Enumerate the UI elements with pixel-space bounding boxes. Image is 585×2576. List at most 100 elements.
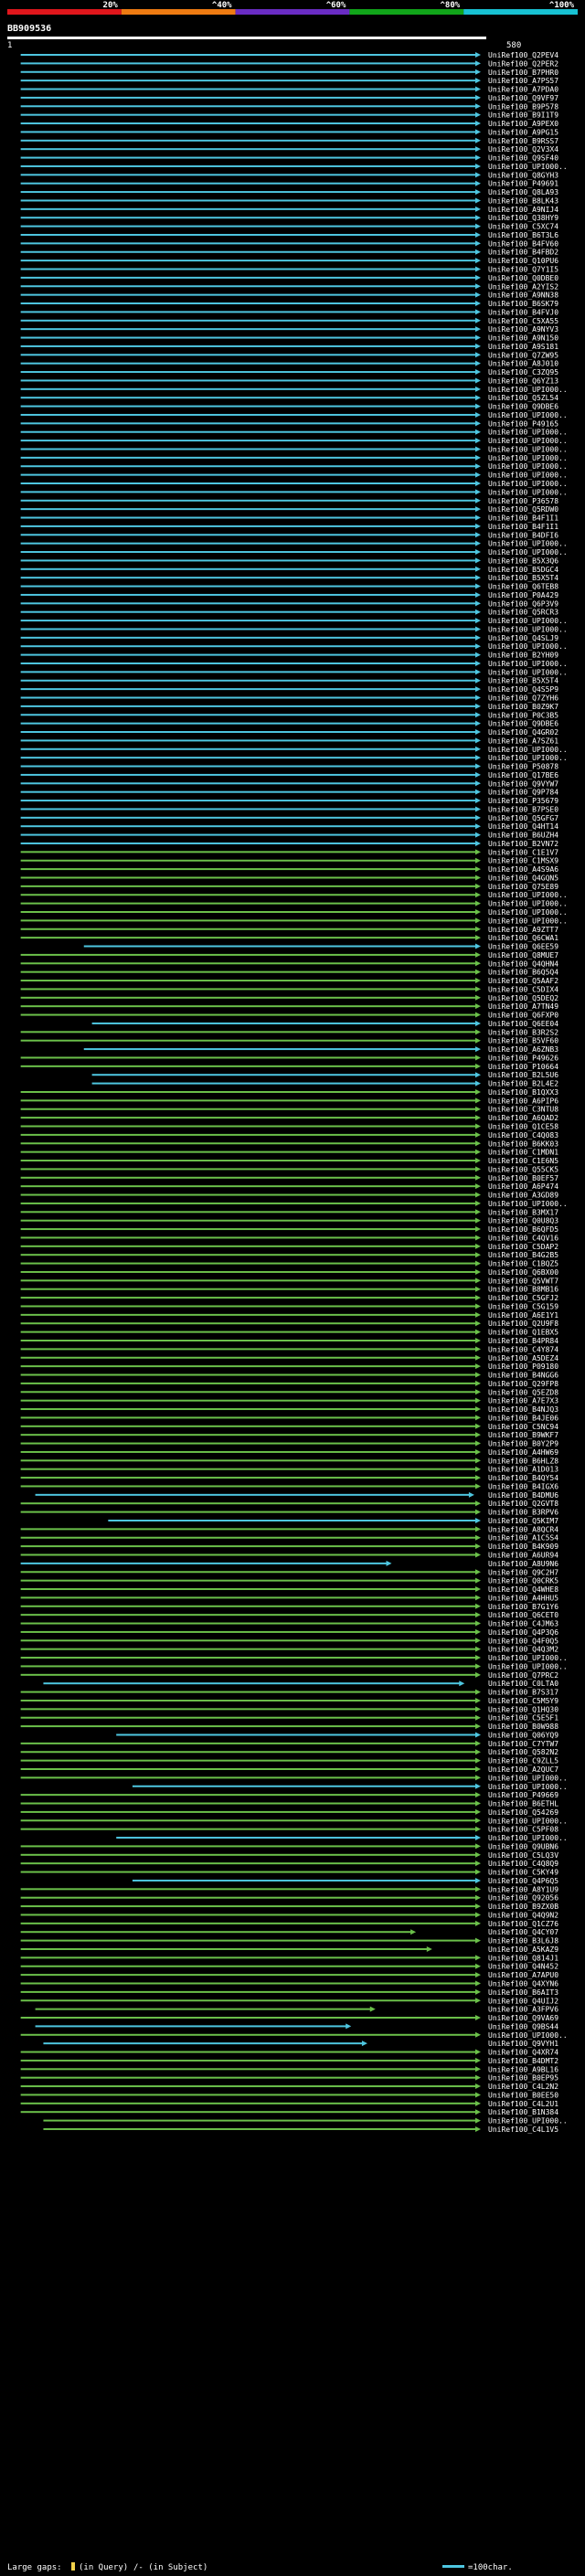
hit-label[interactable]: UniRef100_UPI000.. — [488, 548, 568, 557]
hit-label[interactable]: UniRef100_Q2PER2 — [488, 59, 558, 68]
hit-label[interactable]: UniRef100_UPI000.. — [488, 1200, 568, 1208]
hit-label[interactable]: UniRef100_B0EF57 — [488, 1174, 558, 1182]
hit-label[interactable]: UniRef100_A6PIP6 — [488, 1097, 558, 1105]
hit-label[interactable]: UniRef100_UPI000.. — [488, 386, 568, 394]
hit-label[interactable]: UniRef100_A2YIS2 — [488, 282, 558, 291]
hit-label[interactable]: UniRef100_Q2V3X4 — [488, 145, 558, 154]
hit-label[interactable]: UniRef100_C1MDN1 — [488, 1149, 558, 1157]
hit-label[interactable]: UniRef100_Q2PEV4 — [488, 51, 558, 59]
hit-label[interactable]: UniRef100_P09180 — [488, 1362, 558, 1371]
hit-label[interactable]: UniRef100_UPI000.. — [488, 617, 568, 625]
hit-label[interactable]: UniRef100_Q5EZD8 — [488, 1388, 558, 1396]
hit-label[interactable]: UniRef100_C3NTU8 — [488, 1106, 558, 1114]
hit-label[interactable]: UniRef100_Q6YZ13 — [488, 376, 558, 385]
hit-label[interactable]: UniRef100_Q7PRC2 — [488, 1671, 558, 1680]
hit-label[interactable]: UniRef100_B2L4E2 — [488, 1080, 558, 1088]
hit-label[interactable]: UniRef100_A8J010 — [488, 360, 558, 368]
hit-label[interactable]: UniRef100_UPI000.. — [488, 754, 568, 762]
hit-label[interactable]: UniRef100_B8LK43 — [488, 196, 558, 205]
hit-label[interactable]: UniRef100_UPI000.. — [488, 900, 568, 908]
hit-label[interactable]: UniRef100_Q9VF97 — [488, 94, 558, 102]
hit-label[interactable]: UniRef100_B4NGG6 — [488, 1372, 558, 1380]
hit-label[interactable]: UniRef100_C4JM63 — [488, 1620, 558, 1628]
hit-label[interactable]: UniRef100_Q814J1 — [488, 1954, 558, 1962]
hit-label[interactable]: UniRef100_C9ZLL5 — [488, 1757, 558, 1765]
hit-label[interactable]: UniRef100_B4QY54 — [488, 1474, 558, 1482]
hit-label[interactable]: UniRef100_Q29FP8 — [488, 1380, 558, 1388]
hit-label[interactable]: UniRef100_A4HW69 — [488, 1448, 558, 1457]
hit-label[interactable]: UniRef100_C1E6N5 — [488, 1157, 558, 1165]
hit-label[interactable]: UniRef100_Q5GFG7 — [488, 814, 558, 822]
hit-label[interactable]: UniRef100_B4JE06 — [488, 1414, 558, 1422]
hit-label[interactable]: UniRef100_UPI000.. — [488, 625, 568, 633]
hit-label[interactable]: UniRef100_Q9SF40 — [488, 154, 558, 163]
hit-label[interactable]: UniRef100_UPI000.. — [488, 429, 568, 437]
hit-label[interactable]: UniRef100_B6KK03 — [488, 1140, 558, 1148]
hit-label[interactable]: UniRef100_Q8GYH3 — [488, 171, 558, 179]
hit-label[interactable]: UniRef100_B6UZH4 — [488, 832, 558, 840]
hit-label[interactable]: UniRef100_A7PDA0 — [488, 86, 558, 94]
hit-label[interactable]: UniRef100_Q4UIJ2 — [488, 1997, 558, 2005]
hit-label[interactable]: UniRef100_Q2GVT8 — [488, 1500, 558, 1508]
hit-label[interactable]: UniRef100_Q55CK5 — [488, 1165, 558, 1173]
hit-label[interactable]: UniRef100_A3FPV6 — [488, 2006, 558, 2014]
hit-label[interactable]: UniRef100_Q4GR02 — [488, 728, 558, 737]
hit-label[interactable]: UniRef100_P49165 — [488, 419, 558, 428]
hit-label[interactable]: UniRef100_C5G159 — [488, 1302, 558, 1310]
hit-label[interactable]: UniRef100_Q9DBE6 — [488, 720, 558, 728]
hit-label[interactable]: UniRef100_B0W988 — [488, 1723, 558, 1731]
hit-label[interactable]: UniRef100_Q4Q3M2 — [488, 1646, 558, 1654]
hit-label[interactable]: UniRef100_C5GFJ2 — [488, 1294, 558, 1302]
hit-label[interactable]: UniRef100_UPI000.. — [488, 1817, 568, 1825]
hit-label[interactable]: UniRef100_B4FBD2 — [488, 249, 558, 257]
hit-label[interactable]: UniRef100_B9ZX0B — [488, 1903, 558, 1911]
hit-label[interactable]: UniRef100_Q5RCR3 — [488, 609, 558, 617]
hit-label[interactable]: UniRef100_Q1HQ30 — [488, 1705, 558, 1713]
hit-label[interactable]: UniRef100_C4Y874 — [488, 1345, 558, 1353]
hit-label[interactable]: UniRef100_Q5KIM7 — [488, 1517, 558, 1525]
hit-label[interactable]: UniRef100_Q9VYH1 — [488, 2040, 558, 2048]
hit-label[interactable]: UniRef100_Q9DBE6 — [488, 403, 558, 411]
hit-label[interactable]: UniRef100_B6HLZ8 — [488, 1457, 558, 1465]
hit-label[interactable]: UniRef100_Q5RDW0 — [488, 505, 558, 514]
hit-label[interactable]: UniRef100_B3R2S2 — [488, 1028, 558, 1036]
hit-label[interactable]: UniRef100_C5XA55 — [488, 317, 558, 325]
hit-label[interactable]: UniRef100_Q6FXP0 — [488, 1012, 558, 1020]
hit-label[interactable]: UniRef100_A2QUC7 — [488, 1765, 558, 1774]
hit-label[interactable]: UniRef100_B4F1I1 — [488, 514, 558, 523]
hit-label[interactable]: UniRef100_P10664 — [488, 1063, 558, 1071]
hit-label[interactable]: UniRef100_Q10PU6 — [488, 257, 558, 265]
hit-label[interactable]: UniRef100_A7E7X3 — [488, 1397, 558, 1405]
hit-label[interactable]: UniRef100_Q9VA69 — [488, 2014, 558, 2022]
hit-label[interactable]: UniRef100_B7S317 — [488, 1689, 558, 1697]
hit-label[interactable]: UniRef100_B6QFD5 — [488, 1225, 558, 1234]
hit-label[interactable]: UniRef100_B9RSS7 — [488, 137, 558, 145]
hit-label[interactable]: UniRef100_Q5VWT7 — [488, 1277, 558, 1285]
hit-label[interactable]: UniRef100_UPI000.. — [488, 163, 568, 171]
hit-label[interactable]: UniRef100_A9BL16 — [488, 2065, 558, 2073]
hit-label[interactable]: UniRef100_B4NJQ3 — [488, 1405, 558, 1414]
hit-label[interactable]: UniRef100_C1BQZ5 — [488, 1260, 558, 1268]
hit-label[interactable]: UniRef100_UPI000.. — [488, 488, 568, 496]
hit-label[interactable]: UniRef100_C5NC94 — [488, 1423, 558, 1431]
hit-label[interactable]: UniRef100_A7PS57 — [488, 77, 558, 85]
hit-label[interactable]: UniRef100_UPI000.. — [488, 891, 568, 899]
hit-label[interactable]: UniRef100_B6Q5Q4 — [488, 969, 558, 977]
hit-label[interactable]: UniRef100_A9NN38 — [488, 292, 558, 300]
hit-label[interactable]: UniRef100_Q9P784 — [488, 789, 558, 797]
hit-label[interactable]: UniRef100_Q2U9F8 — [488, 1320, 558, 1328]
hit-label[interactable]: UniRef100_UPI000.. — [488, 445, 568, 453]
hit-label[interactable]: UniRef100_C4QV16 — [488, 1234, 558, 1242]
hit-label[interactable]: UniRef100_A6ZNB3 — [488, 1045, 558, 1054]
hit-label[interactable]: UniRef100_A6P474 — [488, 1182, 558, 1191]
hit-label[interactable]: UniRef100_Q7ZW95 — [488, 351, 558, 359]
hit-label[interactable]: UniRef100_B4K909 — [488, 1542, 558, 1551]
hit-label[interactable]: UniRef100_A7SZ61 — [488, 737, 558, 745]
hit-label[interactable]: UniRef100_B4DMU6 — [488, 1491, 558, 1500]
hit-label[interactable]: UniRef100_Q4GQN5 — [488, 874, 558, 882]
hit-label[interactable]: UniRef100_A8Y1U9 — [488, 1885, 558, 1893]
hit-label[interactable]: UniRef100_B2YH09 — [488, 652, 558, 660]
hit-label[interactable]: UniRef100_UPI000.. — [488, 462, 568, 471]
hit-label[interactable]: UniRef100_Q6EE04 — [488, 1020, 558, 1028]
hit-label[interactable]: UniRef100_B3L6J8 — [488, 1937, 558, 1945]
